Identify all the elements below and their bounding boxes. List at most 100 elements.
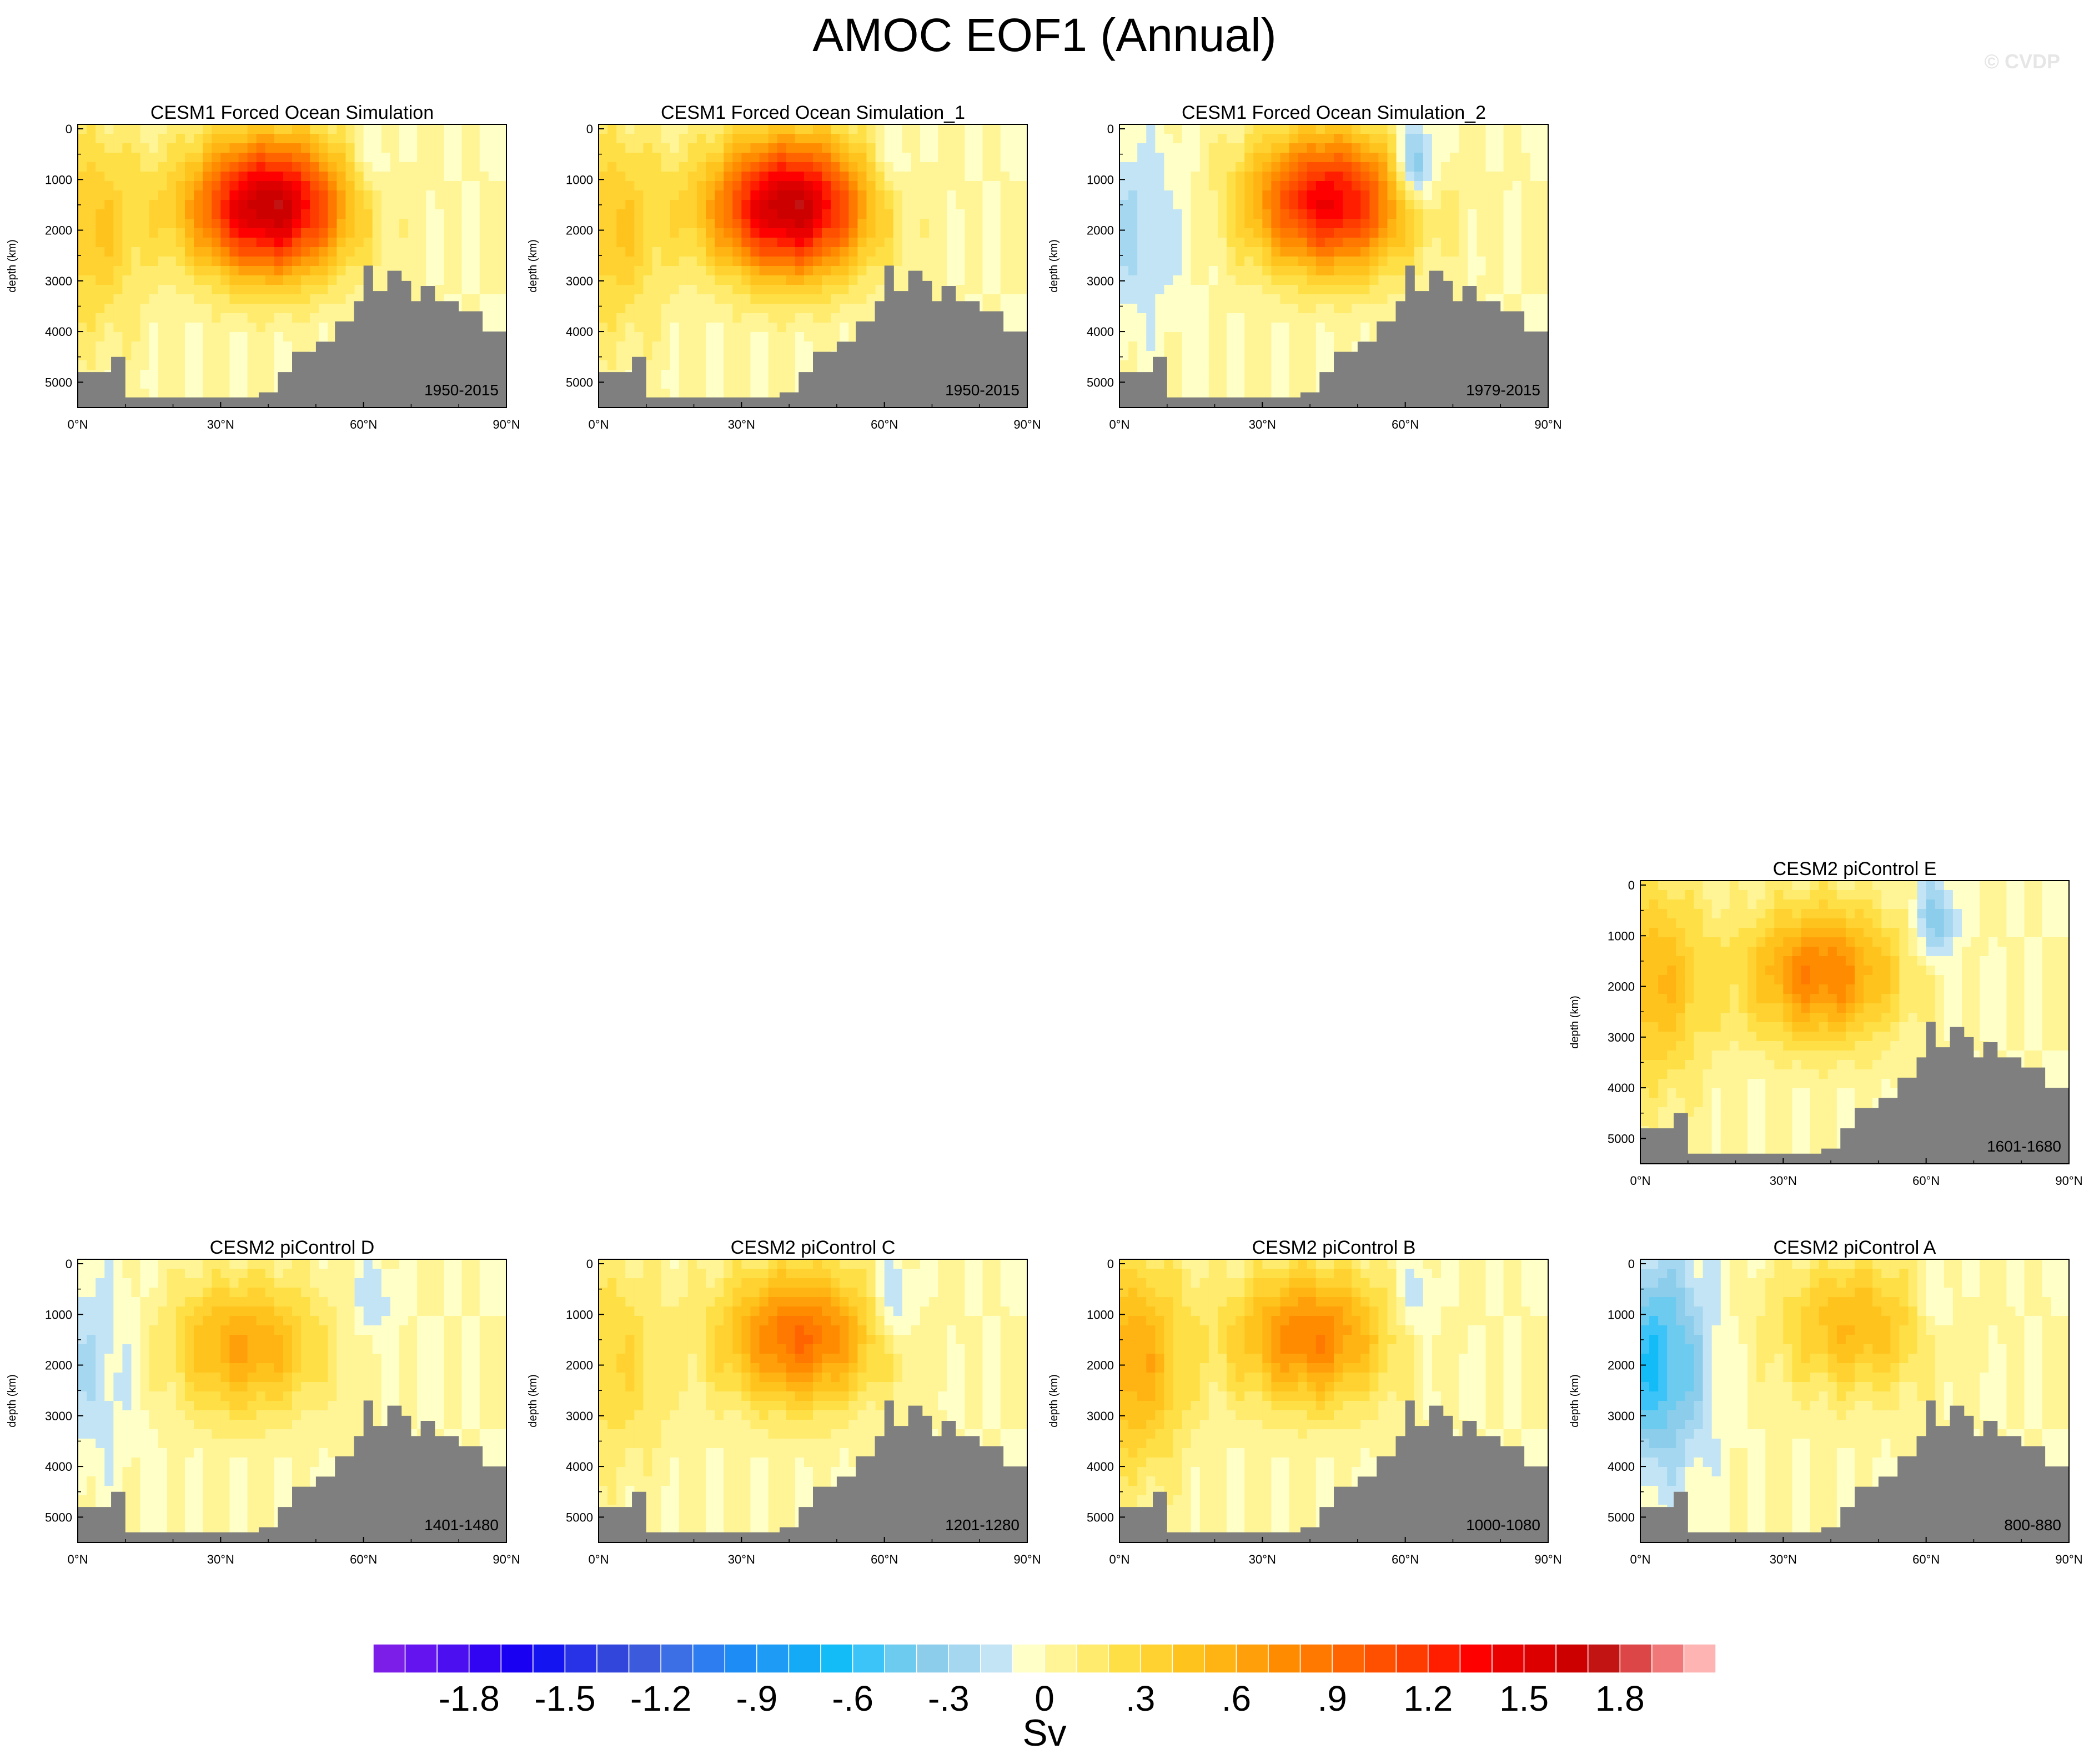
heatmap-cell [1227,153,1236,163]
heatmap-cell [643,313,653,323]
heatmap-cell [938,153,948,163]
heatmap-cell [840,181,850,191]
heatmap-cell [140,200,150,210]
plot-frame [1119,124,1549,408]
heatmap-cell [104,238,114,248]
heatmap-cell [1765,1069,1775,1079]
heatmap-cell [1783,909,1793,919]
heatmap-cell [1128,304,1138,314]
heatmap-cell [1208,294,1218,304]
heatmap-cell [1199,162,1209,172]
heatmap-cell [256,190,266,200]
heatmap-cell [786,304,796,314]
heatmap-cell [453,190,463,200]
heatmap-cell [875,143,885,153]
heatmap-cell [1747,1069,1757,1079]
heatmap-cell [194,370,203,380]
heatmap-cell [113,266,123,276]
heatmap-cell [1792,994,1802,1004]
heatmap-cell [1747,1003,1757,1013]
heatmap-cell [1396,134,1406,144]
heatmap-cell [247,124,257,134]
heatmap-cell [1396,209,1406,219]
heatmap-cell [1747,899,1757,909]
heatmap-cell [167,124,177,134]
heatmap-cell [1253,209,1263,219]
heatmap-cell [1640,899,1650,909]
heatmap-cell [78,266,87,276]
heatmap-cell [1649,928,1659,938]
heatmap-cell [1792,928,1802,938]
heatmap-cell [1334,172,1343,182]
heatmap-cell [265,153,275,163]
heatmap-cell [1649,1032,1659,1042]
heatmap-cell [786,257,796,267]
heatmap-cell [1459,209,1469,219]
panel-title: CESM1 Forced Ocean Simulation_1 [660,102,966,123]
heatmap-cell [1801,956,1811,966]
heatmap-cell [488,275,498,285]
heatmap-cell [310,209,320,219]
heatmap-cell [1315,266,1325,276]
heatmap-cell [408,200,418,210]
heatmap-cell [634,332,644,342]
heatmap-cell [1468,219,1478,229]
heatmap-cell [1119,134,1129,144]
heatmap-cell [1477,134,1487,144]
heatmap-cell [1747,890,1757,900]
heatmap-cell [1738,984,1748,994]
heatmap-cell [768,304,778,314]
heatmap-cell [461,238,471,248]
heatmap-cell [991,294,1001,304]
heatmap-cell [1271,313,1281,323]
heatmap-cell [104,209,114,219]
heatmap-cell [991,200,1001,210]
heatmap-cell [488,134,498,144]
heatmap-cell [1720,937,1730,947]
heatmap-cell [1729,899,1739,909]
heatmap-cell [687,124,697,134]
heatmap-cell [453,275,463,285]
heatmap-cell [1298,379,1308,389]
heatmap-cell [113,341,123,351]
heatmap-cell [1262,181,1272,191]
heatmap-cell [1503,294,1513,304]
heatmap-cell [670,370,680,380]
heatmap-cell [777,294,787,304]
heatmap-cell [158,275,168,285]
heatmap-cell [408,153,418,163]
heatmap-cell [203,351,213,361]
heatmap-cell [1227,124,1236,134]
heatmap-cell [238,209,248,219]
heatmap-cell [1792,1022,1802,1032]
heatmap-cell [399,247,409,257]
heatmap-cell [1334,332,1343,342]
heatmap-cell [1694,1079,1704,1089]
heatmap-cell [1649,1022,1659,1032]
heatmap-cell [1137,247,1147,257]
heatmap-cell [274,200,284,210]
heatmap-cell [1694,1107,1704,1117]
heatmap-cell [1658,1107,1668,1117]
heatmap-cell [104,143,114,153]
heatmap-cell [1307,304,1317,314]
heatmap-cell [1703,1145,1713,1155]
heatmap-cell [1298,247,1308,257]
heatmap-cell [175,200,185,210]
heatmap-cell [1539,172,1549,182]
heatmap-cell [634,219,644,229]
heatmap-cell [1738,918,1748,928]
heatmap-cell [777,209,787,219]
heatmap-cell [1423,209,1433,219]
heatmap-cell [1164,124,1174,134]
heatmap-cell [1262,134,1272,144]
heatmap-cell [265,219,275,229]
heatmap-cell [167,360,177,370]
heatmap-cell [661,247,671,257]
heatmap-cell [1262,219,1272,229]
heatmap-cell [354,181,364,191]
heatmap-cell [1236,219,1245,229]
heatmap-cell [1441,228,1450,238]
heatmap-cell [274,209,284,219]
heatmap-cell [212,172,222,182]
